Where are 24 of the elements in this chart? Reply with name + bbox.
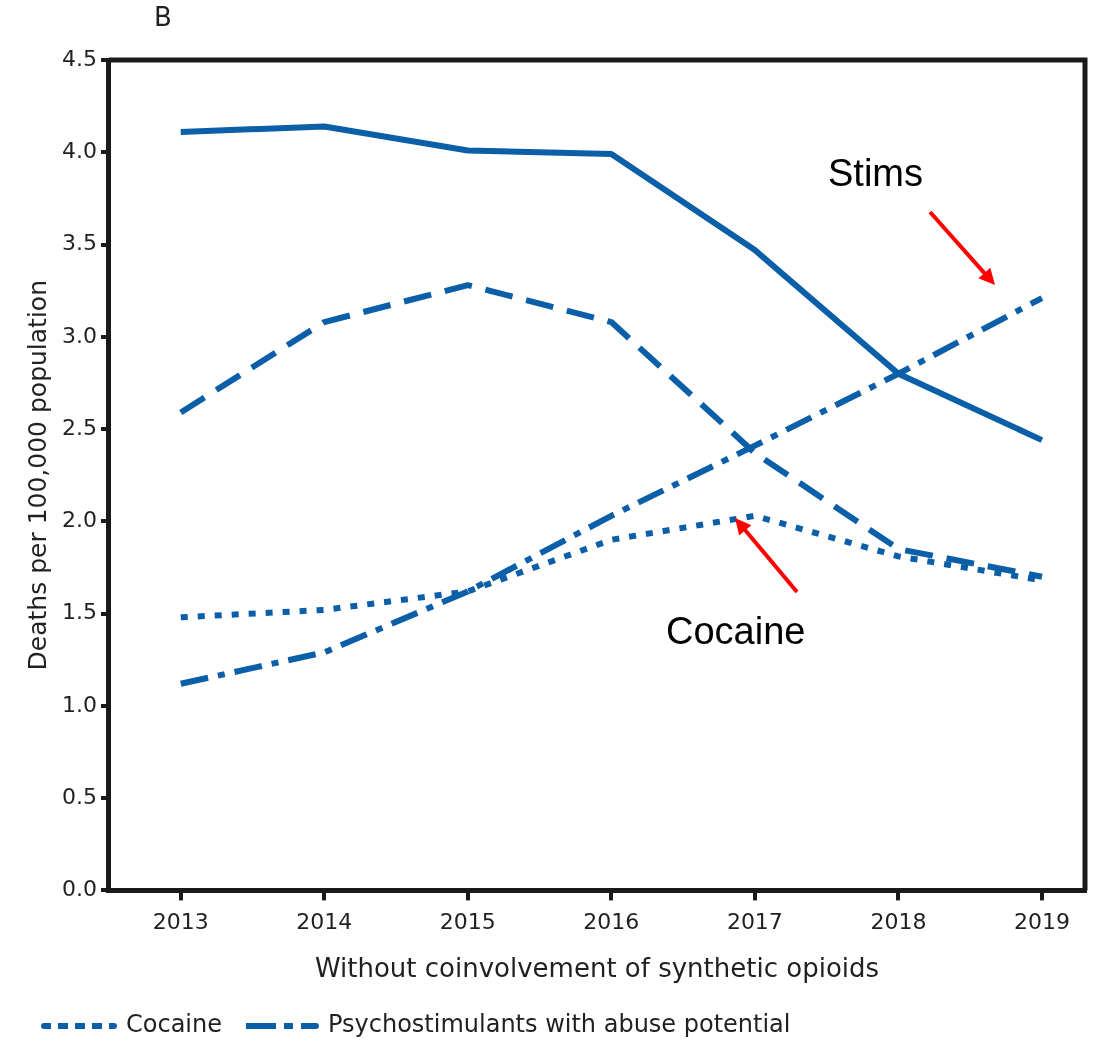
- annotation: Cocaine: [666, 610, 806, 653]
- y-tick-label: 2.0: [61, 507, 97, 533]
- y-tick-label: 3.0: [61, 322, 97, 348]
- legend-label: Cocaine: [126, 1010, 222, 1039]
- y-tick-label: 0.5: [61, 783, 97, 809]
- x-tick-label: 2018: [870, 909, 927, 935]
- text: B: [154, 2, 172, 32]
- y-axis-title: Deaths per 100,000 population: [22, 280, 52, 671]
- y-tick-label: 1.5: [61, 599, 97, 625]
- x-tick-label: 2014: [296, 909, 353, 935]
- x-axis-title: Without coinvolvement of synthetic opioids: [314, 953, 880, 984]
- x-tick-label: 2013: [152, 909, 209, 935]
- x-tick-label: 2019: [1013, 909, 1070, 935]
- y-tick-label: 0.0: [61, 876, 97, 902]
- y-tick-label: 2.5: [61, 414, 97, 440]
- y-tick-label: 1.0: [61, 691, 97, 717]
- x-tick-label: 2017: [726, 909, 783, 935]
- x-tick-label: 2016: [583, 909, 640, 935]
- annotation: Stims: [828, 152, 923, 195]
- legend-label: Psychostimulants with abuse potential: [327, 1010, 791, 1039]
- y-tick-label: 3.5: [61, 230, 97, 256]
- y-tick-label: 4.5: [61, 45, 97, 71]
- y-tick-label: 4.0: [61, 137, 97, 163]
- x-tick-label: 2015: [439, 909, 496, 935]
